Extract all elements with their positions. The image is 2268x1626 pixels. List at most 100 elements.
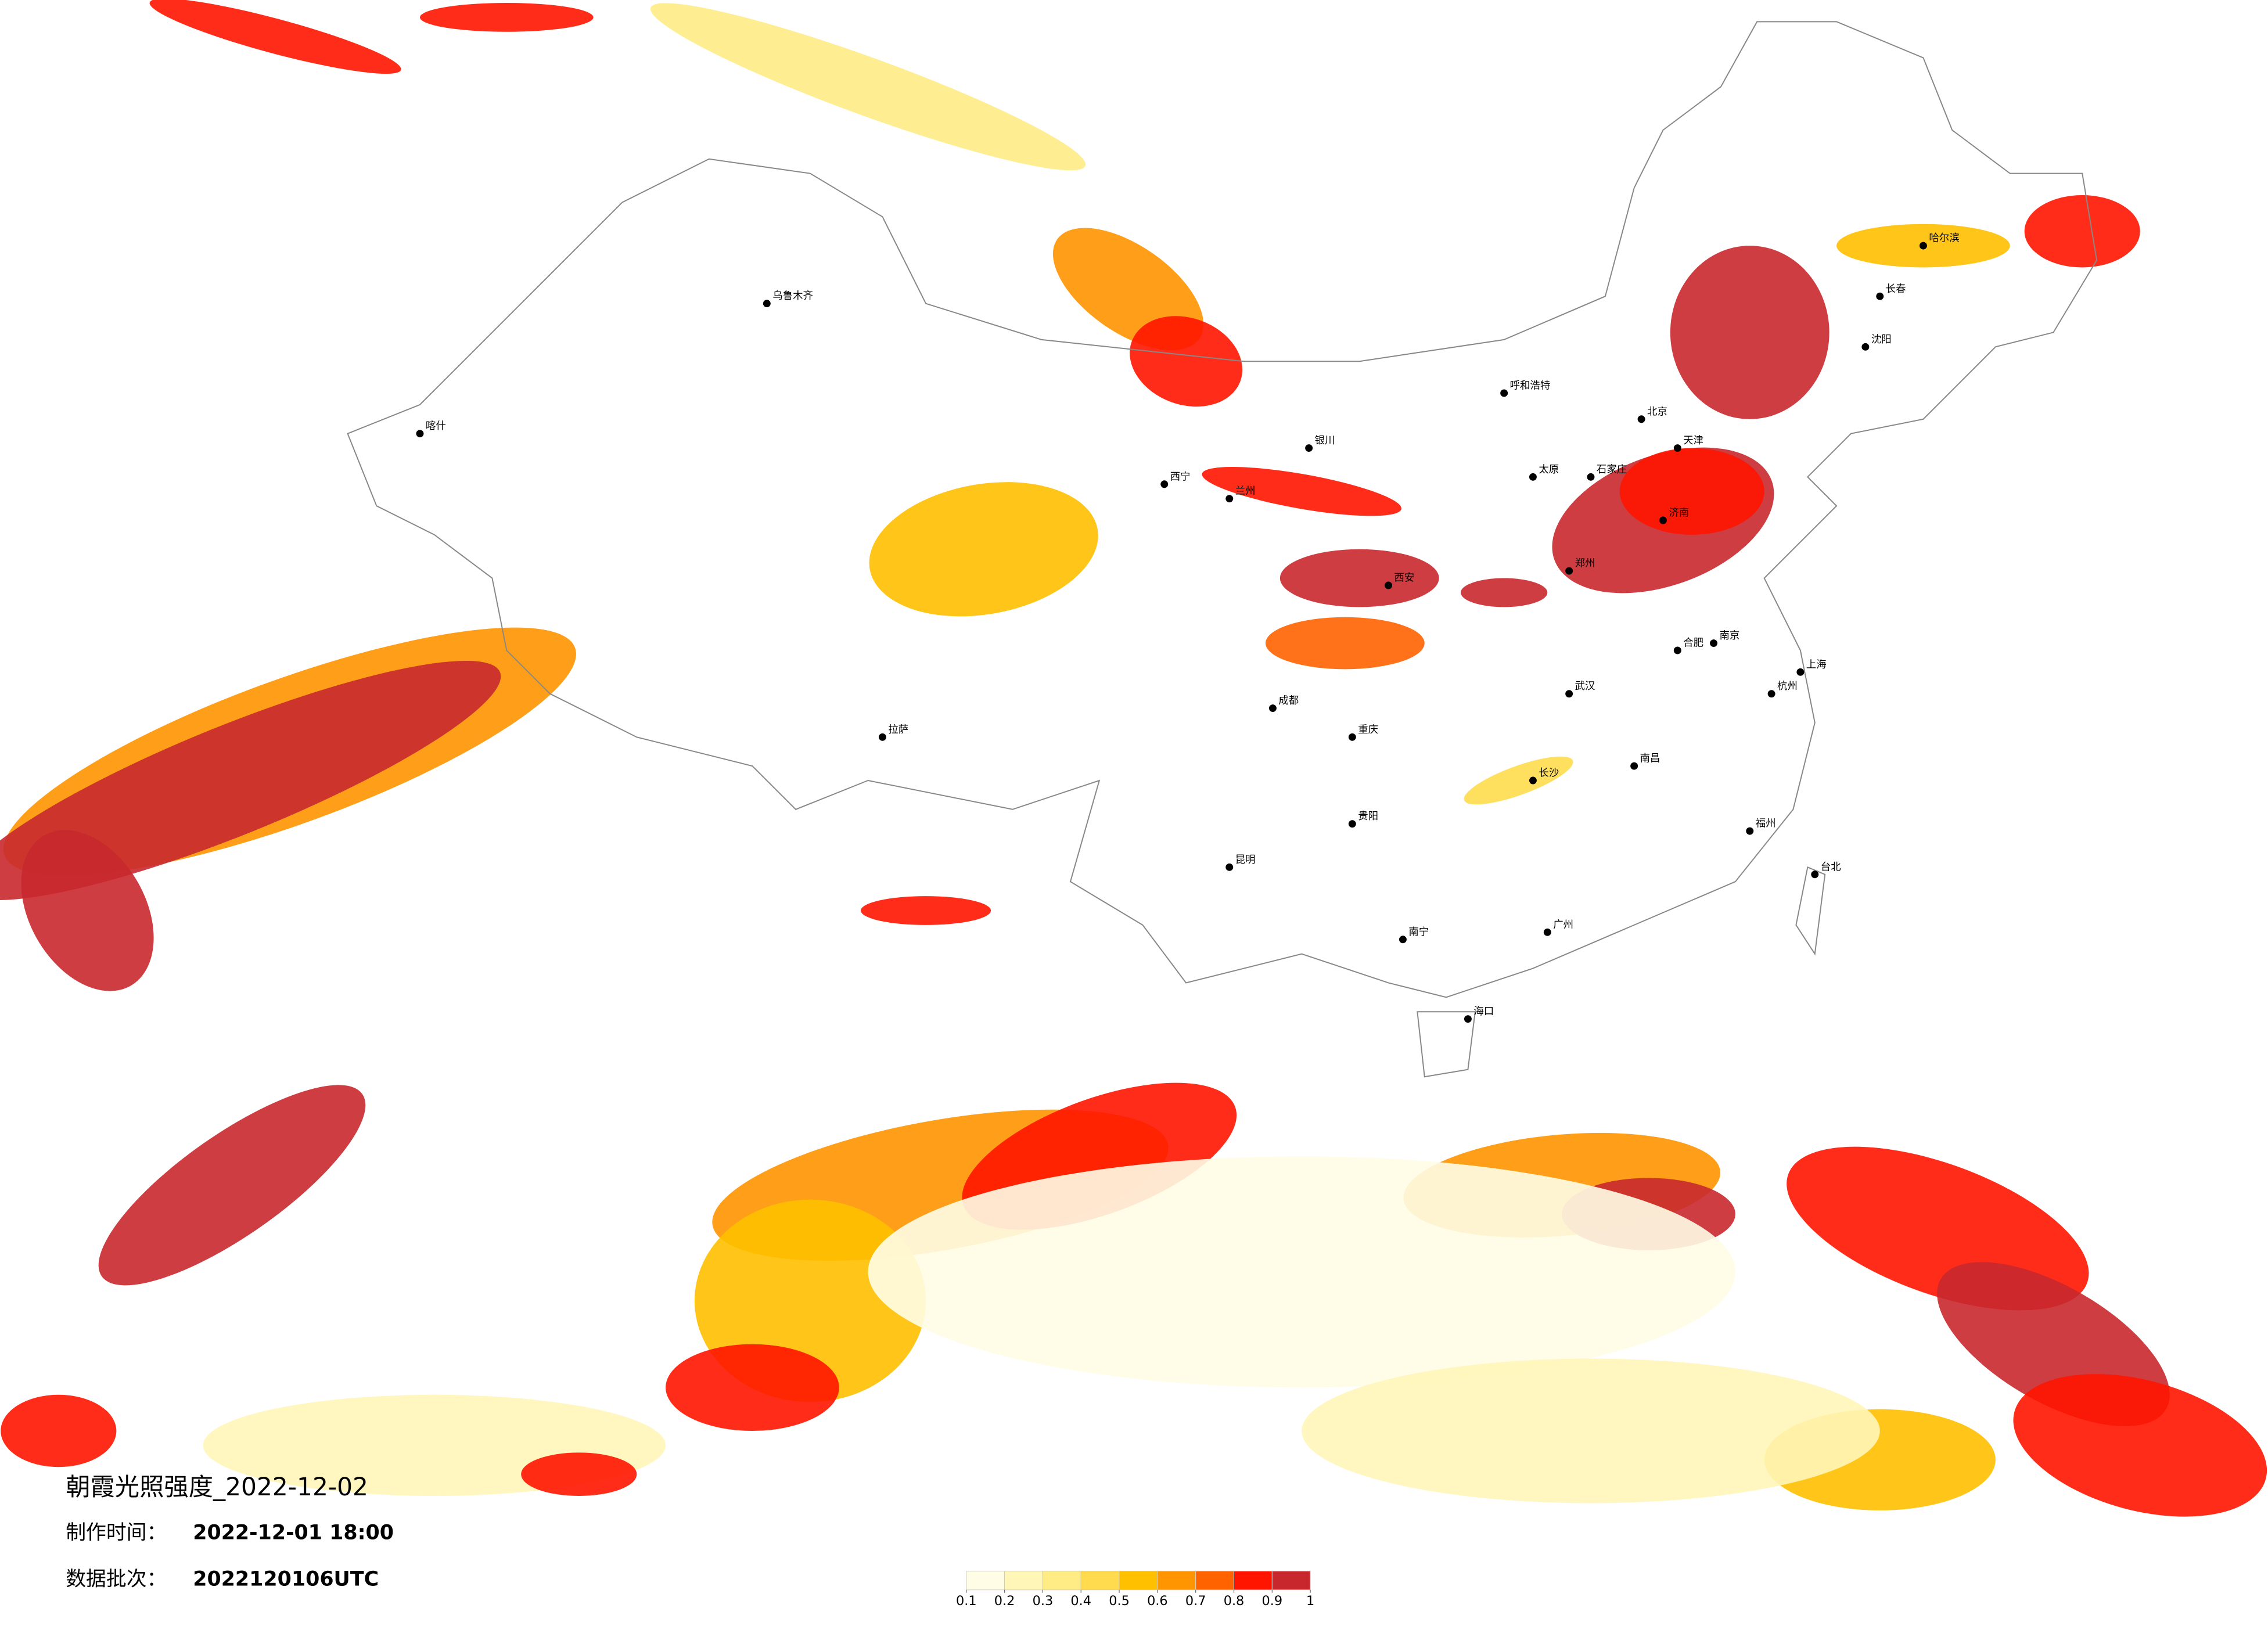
made-time: 2022-12-01 18:00 [193, 1521, 394, 1545]
city-dot [1876, 292, 1884, 300]
intensity-patch [521, 1452, 637, 1496]
city-dot [1268, 704, 1277, 713]
intensity-patch [1619, 448, 1764, 535]
legend-tick-label: 0.8 [1224, 1593, 1245, 1609]
city-dot [1796, 668, 1805, 676]
city-label: 西宁 [1170, 471, 1191, 483]
legend-tick-label: 1 [1306, 1593, 1314, 1609]
city-label: 乌鲁木齐 [772, 290, 813, 302]
intensity-patch [1130, 316, 1243, 407]
city-label: 昆明 [1235, 854, 1256, 866]
city-dot [1659, 516, 1667, 524]
city-label: 南宁 [1408, 926, 1429, 938]
batch-label: 数据批次： [66, 1567, 167, 1591]
city-dot [1529, 473, 1537, 481]
city-label: 济南 [1669, 508, 1689, 519]
intensity-patch [861, 896, 991, 925]
intensity-patch [21, 830, 154, 991]
intensity-patch [1460, 578, 1548, 607]
intensity-patch [869, 482, 1098, 617]
legend-tick-label: 0.7 [1185, 1593, 1206, 1609]
city-dot [1673, 646, 1681, 654]
city-dot [1305, 444, 1313, 452]
city-dot [1399, 936, 1407, 944]
legend-tick-label: 0.3 [1033, 1593, 1054, 1609]
city-dot [1225, 495, 1234, 503]
city-label: 喀什 [426, 420, 446, 432]
city-label: 太原 [1539, 464, 1559, 476]
city-dot [878, 733, 886, 741]
island-outline [1417, 866, 1826, 1078]
city-dot [1919, 242, 1927, 250]
city-label: 长沙 [1539, 768, 1559, 779]
city-dot [1746, 827, 1754, 835]
city-dot [1225, 863, 1234, 871]
intensity-patch [2013, 1374, 2267, 1517]
city-label: 福州 [1756, 818, 1776, 830]
city-label: 南京 [1720, 630, 1740, 642]
intensity-patch [1302, 1358, 1880, 1503]
legend-swatch [966, 1570, 1005, 1591]
intensity-patch [2024, 195, 2140, 268]
intensity-patch [149, 0, 401, 74]
city-dot [1529, 776, 1537, 785]
legend-tick-label: 0.2 [994, 1593, 1015, 1609]
intensity-layer [0, 0, 2267, 1517]
legend-swatch [1271, 1570, 1311, 1591]
city-label: 北京 [1647, 406, 1667, 418]
legend-swatch [1234, 1570, 1273, 1591]
city-dot [1348, 733, 1356, 741]
city-dot [1811, 870, 1819, 879]
intensity-patch [868, 1156, 1735, 1388]
city-label: 呼和浩特 [1510, 380, 1551, 392]
legend-tick-label: 0.1 [956, 1593, 977, 1609]
batch-value: 2022120106UTC [193, 1567, 379, 1591]
legend-tick-label: 0.6 [1147, 1593, 1168, 1609]
city-dot [1710, 639, 1718, 647]
city-dot [1630, 762, 1638, 770]
city-label: 海口 [1473, 1006, 1494, 1017]
city-dot [1565, 567, 1573, 575]
intensity-patch [1265, 617, 1425, 670]
city-label: 长春 [1886, 283, 1906, 295]
legend-swatch [1042, 1570, 1081, 1591]
city-label: 杭州 [1777, 681, 1798, 692]
intensity-patch [419, 2, 594, 32]
country-outline [347, 21, 2098, 998]
intensity-patch [650, 3, 1086, 171]
city-label: 天津 [1683, 435, 1703, 447]
city-label: 合肥 [1683, 638, 1703, 649]
intensity-patch [1, 1394, 117, 1467]
city-label: 哈尔滨 [1929, 233, 1959, 244]
city-dot [1348, 820, 1356, 828]
city-label: 广州 [1553, 919, 1573, 931]
map-title: 朝霞光照强度_2022-12-02 [66, 1473, 368, 1501]
legend-tick-label: 0.5 [1109, 1593, 1130, 1609]
city-label: 沈阳 [1871, 334, 1892, 346]
city-label: 南昌 [1640, 753, 1660, 765]
city-dot [416, 430, 424, 438]
city-dot [1543, 928, 1551, 936]
city-label: 成都 [1278, 695, 1299, 707]
city-dot [1464, 1015, 1472, 1023]
city-dot [1565, 690, 1573, 698]
legend-swatch [1004, 1570, 1043, 1591]
legend-swatch [1119, 1570, 1158, 1591]
city-dot [1385, 581, 1393, 589]
legend-swatch [1157, 1570, 1196, 1591]
city-dot [1673, 444, 1681, 452]
city-label: 重庆 [1358, 724, 1378, 736]
color-legend: 0.1 0.2 0.3 0.4 0.5 0.6 0.7 0.8 0.9 1 [956, 1570, 1314, 1609]
intensity-patch [1464, 756, 1573, 805]
intensity-patch [98, 1085, 366, 1286]
city-label: 上海 [1806, 659, 1827, 671]
legend-tick-label: 0.9 [1262, 1593, 1283, 1609]
legend-tick-label: 0.4 [1070, 1593, 1091, 1609]
city-dot [1637, 415, 1645, 423]
intensity-patch [666, 1344, 839, 1431]
city-label: 贵阳 [1358, 811, 1378, 822]
city-dot [1500, 389, 1508, 397]
city-label: 武汉 [1575, 681, 1595, 692]
